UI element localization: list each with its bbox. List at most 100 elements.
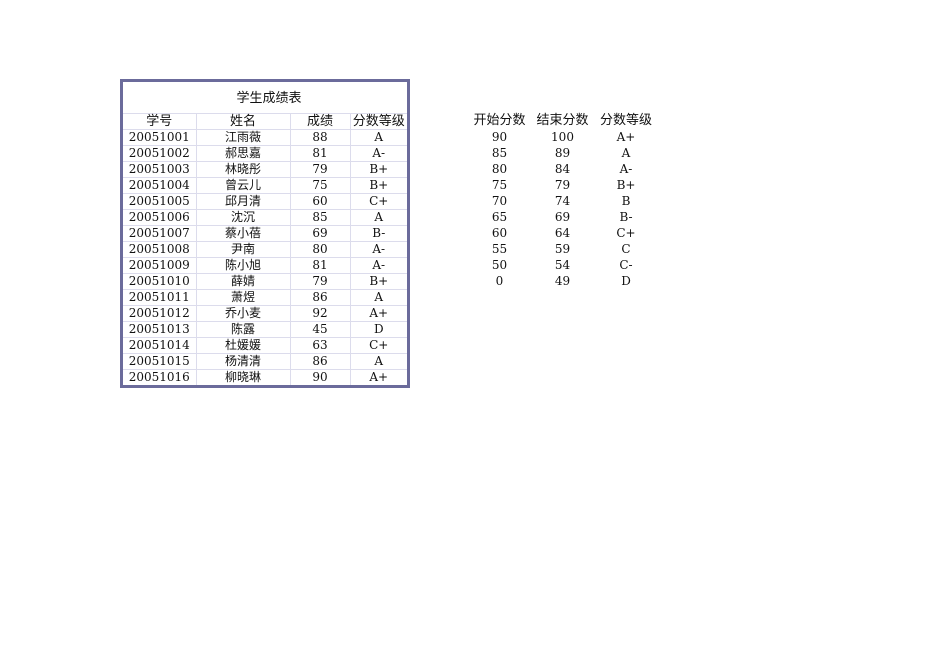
table-cell: 20051016: [123, 369, 196, 385]
table-cell: C+: [349, 193, 407, 210]
table-cell: 0: [495, 274, 504, 288]
table-title: 学生成绩表: [236, 91, 302, 106]
table-cell: 20051001: [123, 129, 196, 146]
table-cell: 20051008: [123, 241, 196, 258]
table-cell: 20051006: [123, 209, 196, 226]
table-cell: B+: [349, 161, 407, 178]
table-cell: 75: [491, 178, 508, 192]
table-cell: 64: [554, 226, 571, 240]
table-cell: 杜媛媛: [195, 337, 290, 354]
table-cell: 20051007: [123, 225, 196, 242]
table-cell: 89: [554, 146, 571, 160]
table-row: 20051009 陈小旭 81 A-: [123, 257, 407, 274]
table-cell: 尹南: [195, 241, 290, 258]
column-header: 分数等级: [349, 113, 407, 130]
column-header: 开始分数: [473, 113, 526, 128]
table-row: 20051001 江雨薇 88 A: [123, 129, 407, 146]
table-cell: 80: [491, 162, 508, 176]
table-cell: 柳晓琳: [195, 369, 290, 385]
table-cell: 林晓彤: [195, 161, 290, 178]
table-cell: 92: [289, 305, 350, 322]
table-cell: 69: [289, 225, 350, 242]
table-cell: 86: [289, 289, 350, 306]
column-header: 成绩: [289, 113, 350, 130]
table-row: 20051007 蔡小蓓 69 B-: [123, 225, 407, 242]
table-row: 20051002 郝思嘉 81 A-: [123, 145, 407, 162]
table-cell: 100: [551, 130, 574, 144]
table-cell: 81: [289, 145, 350, 162]
student-score-table: 学生成绩表 学号 姓名 成绩 分数等级 20051001 江雨薇 88 A 20051002 郝思…: [120, 79, 410, 388]
table-row: 20051003 林晓彤 79 B+: [123, 161, 407, 178]
table-cell: A-: [349, 145, 407, 162]
table-cell: 陈露: [195, 321, 290, 338]
table-cell: A: [349, 289, 407, 306]
table-row: 20051008 尹南 80 A-: [123, 241, 407, 258]
table-row: 20051014 杜媛媛 63 C+: [123, 337, 407, 354]
table-cell: 20051005: [123, 193, 196, 210]
table-cell: 曾云儿: [195, 177, 290, 194]
table-cell: 郝思嘉: [195, 145, 290, 162]
table-cell: 85: [289, 209, 350, 226]
grade-reference-table: 开始分数 结束分数 分数等级 90 100 A+ 85 89 A 80 84 A- 75 79 B+ 70 74…: [468, 113, 658, 289]
table-row: 80 84 A-: [468, 161, 658, 177]
table-cell: 20051012: [123, 305, 196, 322]
table-row: 60 64 C+: [468, 225, 658, 241]
column-header: 学号: [123, 113, 196, 130]
table-cell: B+: [349, 273, 407, 290]
table-row: 70 74 B: [468, 193, 658, 209]
table-row: 0 49 D: [468, 273, 658, 289]
table-cell: 75: [289, 177, 350, 194]
table-cell: 薛婧: [195, 273, 290, 290]
table-row: 20051010 薛婧 79 B+: [123, 273, 407, 290]
table-cell: 60: [289, 193, 350, 210]
table-cell: 邱月清: [195, 193, 290, 210]
table-cell: A: [349, 129, 407, 146]
table-cell: 50: [491, 258, 508, 272]
table-cell: 20051014: [123, 337, 196, 354]
table-cell: 54: [554, 258, 571, 272]
table-cell: D: [349, 321, 407, 338]
header-row: 学号 姓名 成绩 分数等级: [123, 113, 407, 130]
table-cell: A+: [349, 305, 407, 322]
grade-grid: 开始分数 结束分数 分数等级 90 100 A+ 85 89 A 80 84 A- 75 79 B+ 70 74…: [468, 113, 658, 289]
table-cell: 20051009: [123, 257, 196, 274]
column-header: 姓名: [195, 113, 290, 130]
table-row: 90 100 A+: [468, 129, 658, 145]
table-row: 85 89 A: [468, 145, 658, 161]
table-row: 20051004 曾云儿 75 B+: [123, 177, 407, 194]
table-cell: 79: [289, 161, 350, 178]
header-row: 开始分数 结束分数 分数等级: [468, 113, 658, 129]
table-cell: 86: [289, 353, 350, 370]
table-cell: 陈小旭: [195, 257, 290, 274]
table-cell: 90: [289, 369, 350, 385]
table-cell: 江雨薇: [195, 129, 290, 146]
table-row: 20051006 沈沉 85 A: [123, 209, 407, 226]
table-cell: 20051011: [123, 289, 196, 306]
table-row: 20051016 柳晓琳 90 A+: [123, 369, 407, 385]
table-row: 20051013 陈露 45 D: [123, 321, 407, 338]
table-row: 20051012 乔小麦 92 A+: [123, 305, 407, 322]
table-cell: 乔小麦: [195, 305, 290, 322]
table-cell: 20051013: [123, 321, 196, 338]
table-cell: 沈沉: [195, 209, 290, 226]
table-cell: 85: [491, 146, 508, 160]
table-cell: 20051010: [123, 273, 196, 290]
table-cell: B+: [616, 178, 636, 192]
column-header: 结束分数: [536, 113, 589, 128]
table-cell: 20051002: [123, 145, 196, 162]
table-row: 55 59 C: [468, 241, 658, 257]
table-cell: 79: [554, 178, 571, 192]
table-row: 20051005 邱月清 60 C+: [123, 193, 407, 210]
table-cell: 20051003: [123, 161, 196, 178]
table-row: 65 69 B-: [468, 209, 658, 225]
table-row: 75 79 B+: [468, 177, 658, 193]
score-grid: 学号 姓名 成绩 分数等级 20051001 江雨薇 88 A 20051002 郝思嘉 81 A- 2…: [123, 113, 407, 385]
table-cell: 萧煜: [195, 289, 290, 306]
table-cell: A-: [619, 162, 633, 176]
table-row: 20051011 萧煜 86 A: [123, 289, 407, 306]
table-cell: D: [621, 274, 631, 288]
table-cell: 55: [491, 242, 508, 256]
table-cell: B-: [619, 210, 633, 224]
table-cell: C+: [616, 226, 636, 240]
